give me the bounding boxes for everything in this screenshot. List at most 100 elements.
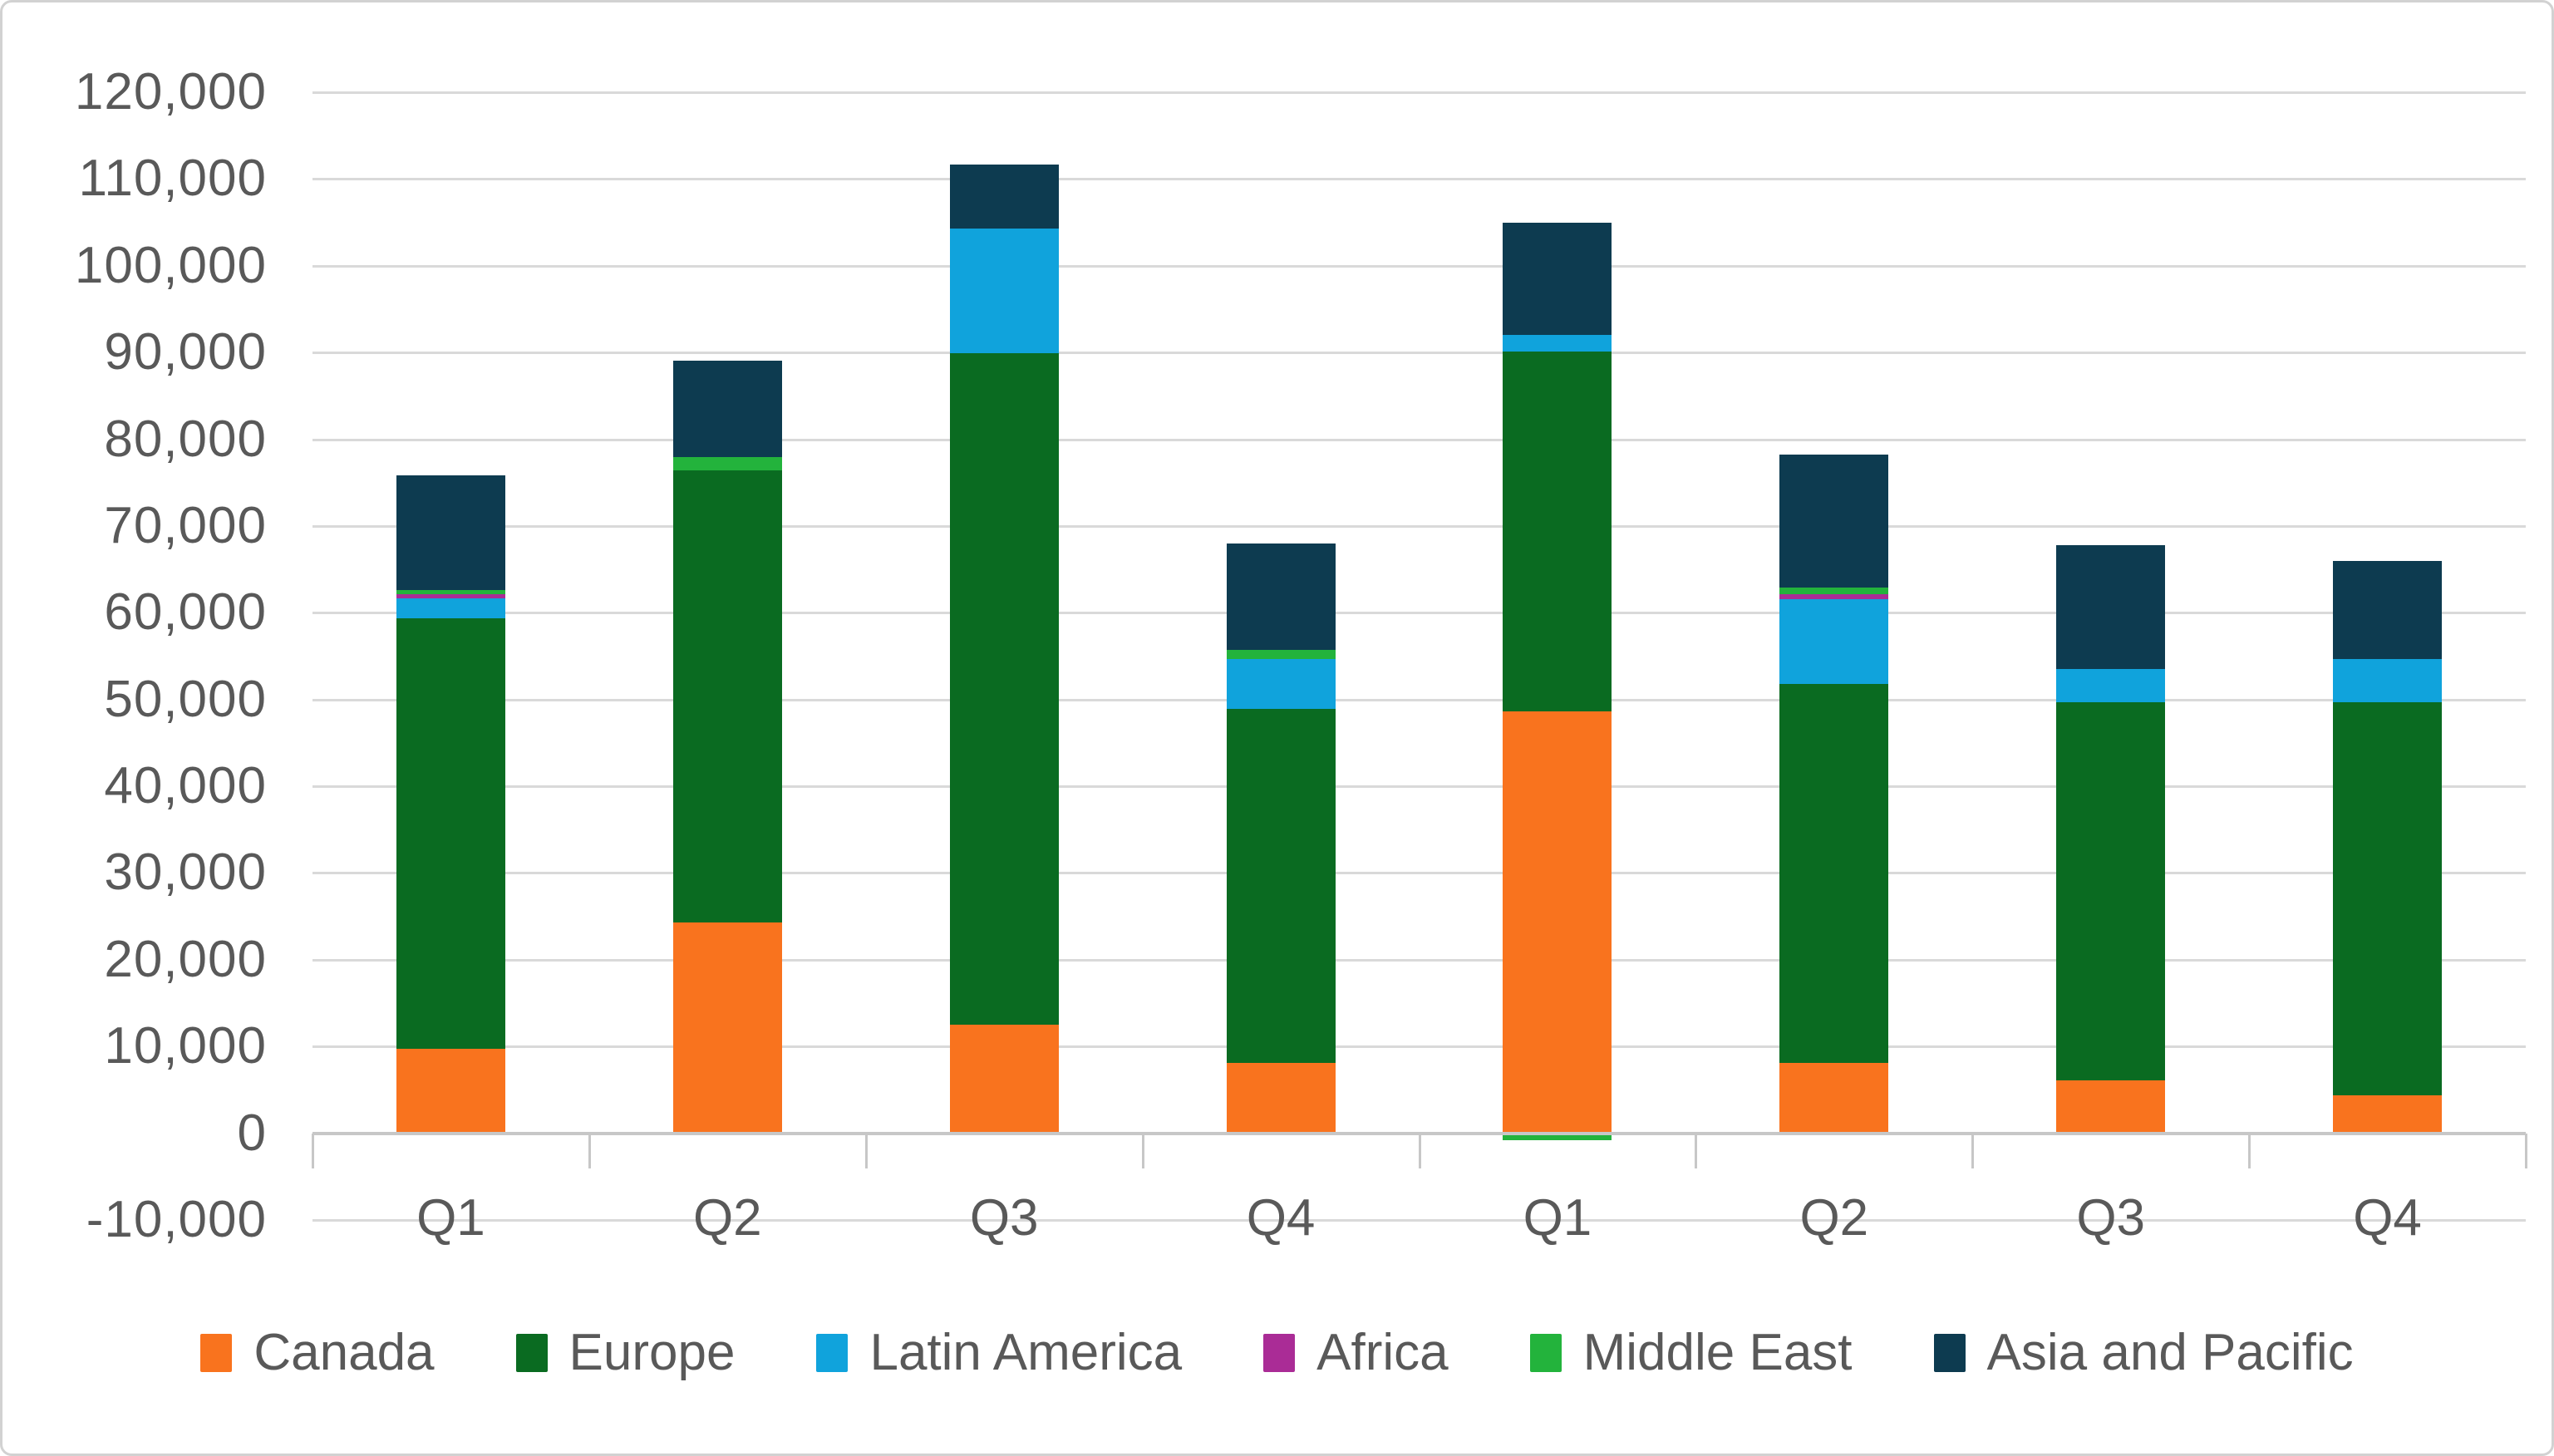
gridline <box>312 785 2526 789</box>
bar-segment-latin-america <box>2056 669 2166 702</box>
x-axis-tick <box>2525 1133 2527 1168</box>
bar-segment-latin-america <box>1503 335 1612 352</box>
gridline <box>312 958 2526 962</box>
x-axis-label: Q1 <box>416 1189 485 1247</box>
y-axis-tick-label: 40,000 <box>104 757 267 815</box>
gridline <box>312 612 2526 615</box>
legend-label: Africa <box>1316 1324 1449 1381</box>
bar-segment-canada <box>1226 1063 1336 1134</box>
x-axis-label: Q4 <box>1246 1189 1316 1247</box>
bar-segment-africa <box>396 594 505 598</box>
bar-segment-canada <box>2333 1094 2443 1134</box>
legend-label: Middle East <box>1582 1324 1853 1381</box>
legend-label: Asia and Pacific <box>1986 1324 2354 1381</box>
legend-swatch-europe <box>515 1334 548 1372</box>
bar-segment-middle-east <box>672 457 782 471</box>
legend-item-europe: Europe <box>515 1322 736 1384</box>
gridline <box>312 352 2526 355</box>
bar-segment-canada <box>949 1025 1059 1134</box>
bar-segment-asia-and-pacific <box>2056 544 2166 670</box>
x-axis-tick <box>1141 1133 1144 1168</box>
x-axis-label: Q2 <box>1799 1189 1869 1247</box>
bar-segment-canada <box>672 922 782 1134</box>
bar-segment-europe <box>1779 683 1889 1064</box>
y-axis-tick-label: 80,000 <box>104 410 267 468</box>
bar-segment-asia-and-pacific <box>1503 222 1612 336</box>
legend: Canada Europe Latin America Africa Middle Ea… <box>2 1322 2552 1384</box>
gridline <box>312 698 2526 701</box>
y-axis-tick-label: 90,000 <box>104 323 267 381</box>
gridline <box>312 178 2526 181</box>
x-axis-tick <box>2248 1133 2251 1168</box>
bar-segment-asia-and-pacific <box>949 164 1059 229</box>
bar-segment-middle-east <box>1226 650 1336 659</box>
gridline <box>312 524 2526 528</box>
bar-segment-canada <box>396 1049 505 1134</box>
bar-segment-middle-east <box>396 590 505 595</box>
x-axis-label: Q4 <box>2353 1189 2422 1247</box>
x-axis-tick <box>1971 1133 1975 1168</box>
gridline <box>312 1045 2526 1049</box>
legend-label: Latin America <box>869 1324 1183 1381</box>
bar-segment-canada <box>1779 1063 1889 1134</box>
y-axis-tick-label: -10,000 <box>86 1191 267 1248</box>
bar-segment-europe <box>949 353 1059 1026</box>
x-axis-label: Q1 <box>1523 1189 1592 1247</box>
bar-segment-asia-and-pacific <box>2333 560 2443 659</box>
y-axis-tick-label: 100,000 <box>74 236 267 294</box>
x-axis-label: Q3 <box>969 1189 1039 1247</box>
x-axis-tick <box>1418 1133 1421 1168</box>
bar-segment-asia-and-pacific <box>1779 455 1889 588</box>
y-axis-tick-label: 110,000 <box>78 150 267 208</box>
legend-item-canada: Canada <box>200 1322 435 1384</box>
legend-swatch-canada <box>200 1334 233 1372</box>
gridline <box>312 438 2526 441</box>
legend-swatch-latin-america <box>816 1334 849 1372</box>
gridline <box>312 264 2526 268</box>
bar-segment-asia-and-pacific <box>1226 543 1336 651</box>
gridline <box>312 1219 2526 1222</box>
bar-segment-europe <box>1503 352 1612 712</box>
bar-segment-middle-east <box>1779 588 1889 595</box>
legend-swatch-middle-east <box>1529 1334 1562 1372</box>
bar-segment-latin-america <box>396 598 505 618</box>
x-axis-tick <box>312 1133 314 1168</box>
legend-swatch-asia-and-pacific <box>1933 1334 1966 1372</box>
legend-swatch-africa <box>1263 1334 1296 1372</box>
bar-segment-canada <box>2056 1080 2166 1134</box>
bar-segment-africa <box>1779 594 1889 599</box>
bar-segment-europe <box>1226 709 1336 1064</box>
bar-segment-latin-america <box>1226 658 1336 710</box>
bar-segment-europe <box>2333 701 2443 1095</box>
bar-segment-latin-america <box>1779 598 1889 684</box>
x-axis-tick <box>1695 1133 1698 1168</box>
x-axis-tick <box>588 1133 591 1168</box>
gridline <box>312 91 2526 94</box>
bar-segment-europe <box>672 470 782 922</box>
legend-item-latin-america: Latin America <box>816 1322 1182 1384</box>
legend-item-africa: Africa <box>1263 1322 1449 1384</box>
bar-segment-europe <box>2056 701 2166 1080</box>
bar-segment-asia-and-pacific <box>396 475 505 591</box>
y-axis-tick-label: 60,000 <box>104 583 267 642</box>
legend-item-middle-east: Middle East <box>1529 1322 1853 1384</box>
bar-segment-latin-america <box>2333 658 2443 702</box>
legend-item-asia-and-pacific: Asia and Pacific <box>1933 1322 2354 1384</box>
bar-segment-asia-and-pacific <box>672 360 782 458</box>
y-axis-tick-label: 70,000 <box>104 496 267 554</box>
y-axis-tick-label: 120,000 <box>74 63 267 121</box>
y-axis-tick-label: 50,000 <box>104 670 267 728</box>
y-axis-tick-label: 0 <box>237 1104 267 1162</box>
gridline <box>312 872 2526 875</box>
bar-segment-canada <box>1503 711 1612 1134</box>
bar-segment-middle-east <box>1503 1133 1612 1140</box>
x-axis-label: Q2 <box>692 1189 762 1247</box>
y-axis-tick-label: 10,000 <box>104 1017 267 1075</box>
bar-segment-europe <box>396 617 505 1050</box>
x-axis-tick <box>864 1133 868 1168</box>
bar-segment-latin-america <box>949 228 1059 354</box>
y-axis-tick-label: 20,000 <box>104 930 267 988</box>
legend-label: Canada <box>253 1324 435 1381</box>
legend-label: Europe <box>568 1324 736 1381</box>
